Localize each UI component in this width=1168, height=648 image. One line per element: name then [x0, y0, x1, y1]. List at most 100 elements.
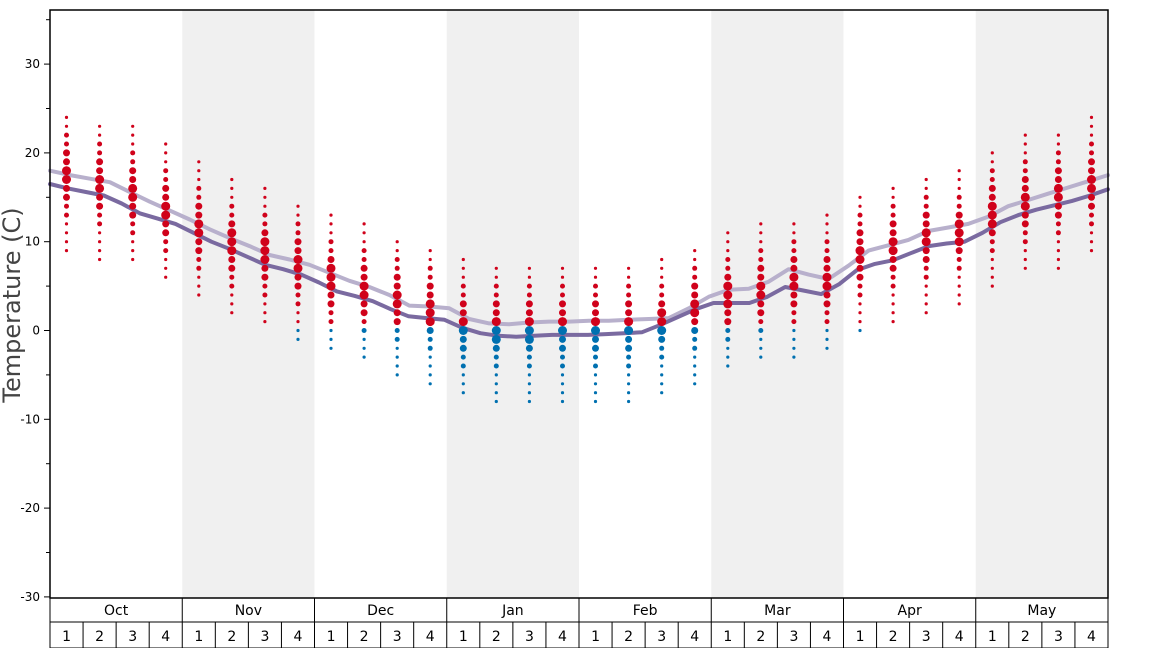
temperature-dot	[97, 212, 103, 218]
temperature-dot	[95, 175, 105, 184]
temperature-dot	[759, 355, 763, 359]
temperature-dot	[425, 299, 435, 309]
temperature-dot	[957, 293, 961, 297]
temperature-dot	[494, 391, 498, 395]
temperature-dot	[361, 257, 367, 262]
temperature-dot	[492, 344, 500, 352]
temperature-dot	[924, 186, 928, 190]
week-label: 4	[426, 629, 435, 645]
temperature-dot	[230, 177, 234, 182]
temperature-dot	[527, 373, 532, 377]
temperature-dot	[360, 300, 368, 308]
temperature-dot	[725, 257, 731, 262]
temperature-dot	[428, 257, 432, 262]
month-band	[446, 10, 579, 598]
temperature-dot	[890, 212, 896, 218]
temperature-dot	[98, 231, 102, 235]
temperature-dot	[131, 133, 135, 137]
temperature-dot	[956, 194, 962, 200]
temperature-dot	[625, 309, 633, 317]
temperature-dot	[792, 337, 796, 341]
temperature-dot	[889, 229, 897, 237]
temperature-dot	[524, 317, 534, 327]
temperature-dot	[392, 290, 402, 300]
temperature-dot	[890, 203, 896, 209]
temperature-dot	[64, 115, 69, 119]
temperature-dot	[527, 266, 532, 270]
temperature-dot	[64, 203, 69, 209]
temperature-dot	[824, 239, 830, 245]
temperature-dot	[593, 292, 598, 298]
temperature-dot	[329, 213, 333, 217]
temperature-dot	[923, 203, 929, 209]
temperature-dot	[1089, 221, 1094, 227]
temperature-dot	[726, 240, 730, 244]
temperature-dot	[593, 373, 598, 377]
temperature-dot	[593, 363, 598, 369]
temperature-dot	[197, 284, 201, 288]
temperature-dot	[329, 337, 333, 341]
temperature-dot	[723, 290, 733, 300]
temperature-dot	[130, 221, 136, 227]
temperature-dot	[891, 302, 895, 306]
temperature-dot	[691, 327, 699, 334]
temperature-dot	[725, 328, 731, 333]
temperature-dot	[395, 240, 399, 244]
temperature-dot	[725, 265, 731, 271]
temperature-dot	[591, 317, 600, 327]
temperature-dot	[756, 290, 766, 300]
temperature-dot	[692, 336, 698, 342]
temperature-dot	[164, 151, 168, 155]
temperature-dot	[823, 300, 831, 308]
temperature-dot	[922, 220, 930, 228]
temperature-dot	[757, 300, 765, 308]
temperature-dot	[98, 257, 102, 262]
temperature-dot	[989, 177, 995, 182]
temperature-dot	[263, 320, 267, 324]
temperature-dot	[163, 248, 169, 254]
temperature-dot	[295, 292, 301, 298]
temperature-dot	[989, 168, 995, 174]
temperature-dot	[1088, 167, 1095, 175]
temperature-dot	[527, 382, 532, 386]
temperature-dot	[858, 311, 862, 315]
temperature-dot	[395, 346, 399, 350]
temperature-dot	[1056, 133, 1060, 137]
temperature-dot	[790, 256, 798, 263]
temperature-dot	[64, 240, 69, 244]
temperature-dot	[393, 318, 401, 326]
temperature-dot	[856, 264, 864, 272]
temperature-dot	[627, 382, 631, 386]
temperature-dot	[956, 265, 962, 271]
week-label: 2	[492, 629, 501, 645]
temperature-dot	[62, 175, 71, 184]
temperature-dot	[393, 309, 401, 317]
temperature-dot	[660, 275, 664, 279]
temperature-dot	[856, 238, 864, 246]
temperature-dot	[822, 281, 832, 291]
temperature-dot	[1021, 176, 1029, 183]
temperature-dot	[525, 300, 533, 308]
temperature-dot	[858, 204, 862, 208]
temperature-dot	[1023, 133, 1027, 137]
temperature-dot	[427, 336, 433, 342]
temperature-dot	[461, 391, 465, 395]
temperature-dot	[725, 336, 731, 342]
temperature-dot	[593, 399, 598, 404]
temperature-dot	[1089, 212, 1094, 218]
temperature-dot	[1054, 167, 1062, 175]
temperature-dot	[395, 355, 399, 359]
temperature-dot	[660, 373, 664, 377]
temperature-dot	[593, 391, 598, 395]
temperature-dot	[227, 228, 237, 238]
temperature-dot	[230, 293, 234, 297]
temperature-dot	[261, 229, 269, 237]
temperature-dot	[362, 231, 366, 235]
temperature-dot	[823, 291, 831, 299]
temperature-dot	[626, 354, 632, 360]
axes: 30 20 10 0 -10 -20 -30 Oct 1 2 3 4 Nov 1 2 3 4 Dec 1 2 3 4 Jan…	[20, 9, 1109, 648]
month-label: Oct	[104, 603, 129, 619]
temperature-dot	[625, 300, 633, 308]
temperature-dot	[693, 355, 697, 359]
temperature-dot	[924, 302, 928, 306]
